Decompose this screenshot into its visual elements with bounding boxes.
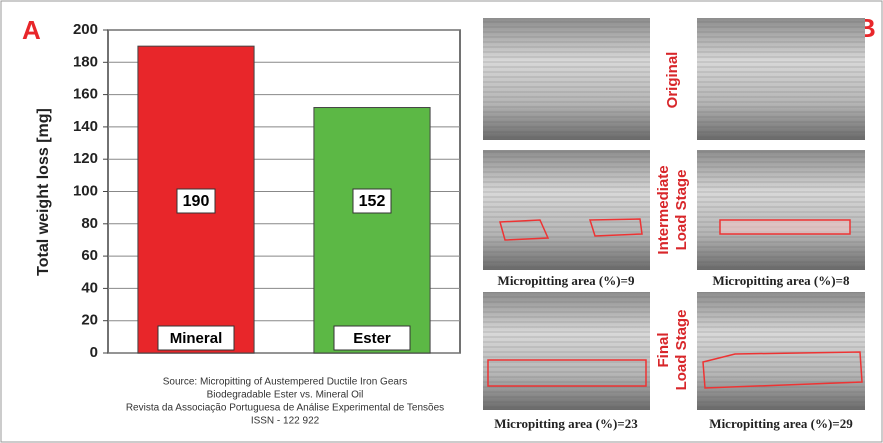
y-tick-label: 20 — [81, 312, 98, 329]
photo — [483, 292, 650, 410]
source-line: ISSN - 122 922 — [251, 416, 320, 427]
y-tick-label: 180 — [73, 53, 98, 70]
y-tick-label: 120 — [73, 150, 98, 167]
source-line: Revista da Associação Portuguesa de Anál… — [126, 403, 444, 414]
photo — [483, 18, 650, 140]
panel-label: A — [22, 15, 41, 45]
y-tick-label: 160 — [73, 86, 98, 103]
y-tick-label: 140 — [73, 118, 98, 135]
photo — [697, 292, 865, 410]
row-label: Final — [655, 332, 672, 367]
row-label: Load Stage — [673, 310, 690, 391]
bar — [314, 108, 430, 353]
photo-caption: Micropitting area (%)=29 — [709, 416, 853, 431]
y-tick-label: 0 — [90, 344, 98, 361]
y-tick-label: 40 — [81, 279, 98, 296]
photo — [697, 150, 865, 270]
photo — [697, 18, 865, 140]
category-label: Mineral — [170, 330, 223, 347]
y-tick-label: 200 — [73, 21, 98, 38]
photo-caption: Micropitting area (%)=8 — [713, 273, 850, 288]
photo — [483, 150, 650, 270]
value-label: 190 — [183, 193, 210, 210]
row-label: Original — [664, 52, 681, 109]
value-label: 152 — [359, 193, 386, 210]
y-axis-label: Total weight loss [mg] — [35, 108, 52, 276]
y-tick-label: 80 — [81, 215, 98, 232]
y-tick-label: 60 — [81, 247, 98, 264]
photo-caption: Micropitting area (%)=23 — [494, 416, 638, 431]
category-label: Ester — [353, 330, 391, 347]
photo-caption: Micropitting area (%)=9 — [498, 273, 635, 288]
source-line: Source: Micropitting of Austempered Duct… — [163, 377, 408, 388]
row-label: Intermediate — [655, 165, 672, 254]
y-tick-label: 100 — [73, 182, 98, 199]
source-line: Biodegradable Ester vs. Mineral Oil — [207, 390, 364, 401]
row-label: Load Stage — [673, 170, 690, 251]
figure: A B Total weight loss [mg] 0204060801001… — [0, 0, 883, 443]
